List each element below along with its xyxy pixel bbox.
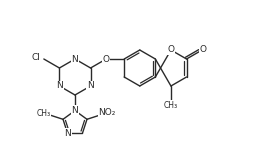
Text: O: O [200, 45, 207, 54]
Text: N: N [72, 106, 78, 115]
Text: CH₃: CH₃ [37, 108, 51, 118]
Text: NO₂: NO₂ [99, 108, 116, 117]
Text: N: N [72, 55, 78, 63]
Text: Cl: Cl [32, 53, 41, 62]
Text: O: O [103, 55, 110, 63]
Text: O: O [167, 45, 174, 55]
Text: CH₃: CH₃ [164, 101, 178, 110]
Text: N: N [56, 82, 63, 90]
Text: N: N [87, 82, 94, 90]
Text: N: N [64, 129, 71, 138]
